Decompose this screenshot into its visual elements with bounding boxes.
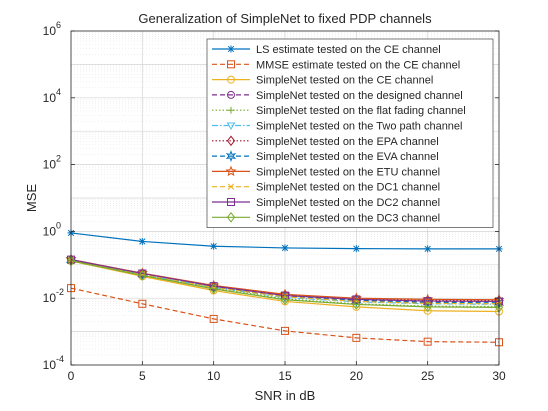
y-tick-label: 10 0 — [43, 220, 61, 238]
legend-entry: SimpleNet tested on the Two path channel — [212, 121, 463, 133]
data-point — [138, 270, 147, 281]
legend-label: SimpleNet tested on the designed channel — [256, 90, 463, 102]
legend-label: SimpleNet tested on the DC3 channel — [256, 212, 440, 224]
legend-entry: SimpleNet tested on the EVA channel — [212, 150, 439, 163]
legend-entry: LS estimate tested on the CE channel — [212, 44, 441, 56]
legend-entry: SimpleNet tested on the DC3 channel — [212, 211, 440, 224]
data-point — [423, 337, 432, 346]
series-layer — [65, 229, 505, 347]
data-point — [225, 165, 237, 177]
y-axis-label: MSE — [24, 184, 39, 213]
legend-label: SimpleNet tested on the EPA channel — [256, 136, 439, 148]
data-point — [423, 297, 432, 306]
legend-entry: SimpleNet tested on the DC2 channel — [212, 197, 440, 209]
legend-label: MMSE estimate tested on the CE channel — [256, 59, 460, 71]
data-point — [226, 122, 236, 130]
legend-label: SimpleNet tested on the EVA channel — [256, 151, 439, 163]
data-point — [227, 183, 235, 190]
chart-title: Generalization of SimpleNet to fixed PDP… — [138, 11, 432, 26]
data-point — [281, 291, 289, 300]
data-point — [280, 294, 290, 306]
data-point — [138, 237, 146, 245]
x-tick-label: 20 — [350, 369, 364, 383]
data-point — [138, 299, 147, 308]
y-tick-base: 10 — [43, 91, 57, 105]
x-tick-label: 25 — [421, 369, 435, 383]
data-point — [227, 60, 235, 69]
y-tick-base: 10 — [43, 291, 57, 305]
data-point — [209, 314, 218, 323]
data-point — [225, 150, 237, 163]
data-point — [227, 45, 235, 53]
y-tick-exponent: -2 — [56, 287, 64, 297]
y-tick-label: 10 -4 — [43, 354, 64, 372]
data-point — [210, 242, 218, 250]
y-tick-label: 10 6 — [43, 20, 61, 38]
x-tick-label: 10 — [207, 369, 221, 383]
y-tick-exponent: 6 — [56, 20, 61, 30]
data-point — [423, 301, 432, 313]
x-tick-label: 0 — [68, 369, 75, 383]
data-point — [209, 282, 218, 291]
data-point — [227, 198, 235, 206]
legend-entry: SimpleNet tested on the EPA channel — [212, 135, 439, 148]
legend: LS estimate tested on the CE channel MMSE… — [206, 38, 494, 228]
legend-label: LS estimate tested on the CE channel — [256, 44, 441, 56]
legend-label: SimpleNet tested on the DC2 channel — [256, 197, 440, 209]
data-point — [138, 269, 147, 278]
y-tick-label: 10 4 — [43, 87, 61, 105]
data-point — [227, 75, 235, 84]
legend-entry: MMSE estimate tested on the CE channel — [212, 59, 460, 71]
legend-label: SimpleNet tested on the Two path channel — [256, 121, 463, 133]
data-point — [226, 135, 236, 147]
y-tick-exponent: 2 — [56, 154, 61, 164]
y-tick-base: 10 — [43, 158, 57, 172]
x-axis-label: SNR in dB — [255, 388, 316, 403]
series-line — [70, 287, 500, 343]
legend-label: SimpleNet tested on the ETU channel — [256, 166, 440, 178]
y-tick-exponent: 4 — [56, 87, 61, 97]
legend-entry: SimpleNet tested on the flat fading chan… — [212, 105, 466, 117]
legend-box — [206, 38, 494, 228]
data-point — [209, 283, 218, 295]
legend-entry: SimpleNet tested on the CE channel — [212, 75, 433, 87]
data-point — [352, 299, 361, 310]
series-2 — [67, 284, 503, 347]
series-line — [70, 260, 500, 309]
y-tick-label: 10 -2 — [43, 287, 64, 305]
y-tick-base: 10 — [43, 224, 57, 238]
y-tick-label: 10 2 — [43, 154, 61, 172]
legend-entry: SimpleNet tested on the ETU channel — [212, 165, 440, 178]
data-point — [227, 90, 235, 99]
legend-label: SimpleNet tested on the DC1 channel — [256, 182, 440, 194]
legend-label: SimpleNet tested on the CE channel — [256, 75, 433, 87]
x-tick-label: 30 — [492, 369, 506, 383]
data-point — [352, 333, 361, 342]
legend-entry: SimpleNet tested on the designed channel — [212, 90, 463, 102]
y-tick-base: 10 — [43, 358, 57, 372]
data-point — [281, 326, 289, 335]
data-point — [352, 245, 360, 253]
y-tick-exponent: 0 — [56, 220, 61, 230]
data-point — [281, 244, 289, 252]
y-tick-base: 10 — [43, 24, 57, 38]
data-point — [352, 295, 361, 304]
x-tick-label: 5 — [139, 369, 146, 383]
data-point — [424, 245, 432, 253]
legend-entry: SimpleNet tested on the DC1 channel — [212, 182, 440, 194]
data-point — [352, 293, 361, 305]
legend-label: SimpleNet tested on the flat fading chan… — [256, 105, 466, 117]
y-tick-exponent: -4 — [56, 354, 64, 364]
data-point — [227, 106, 235, 114]
x-tick-label: 15 — [278, 369, 292, 383]
data-point — [226, 211, 236, 223]
